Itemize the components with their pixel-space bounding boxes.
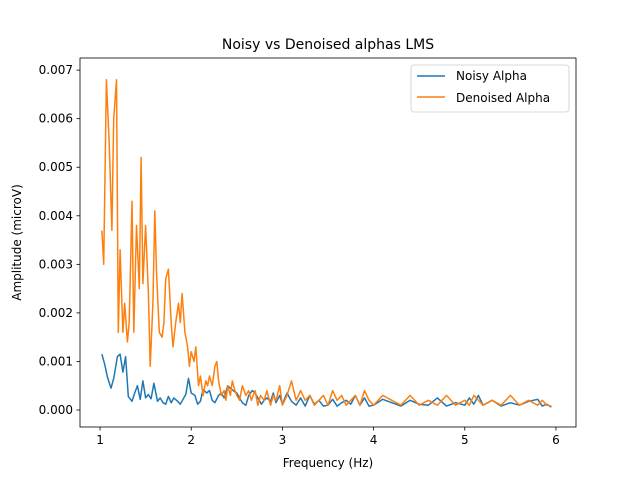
y-tick-label: 0.007	[39, 63, 73, 77]
x-tick-label: 2	[187, 433, 195, 447]
series-line-denoised-alpha	[101, 79, 552, 407]
plot-area	[101, 79, 552, 408]
chart-title: Noisy vs Denoised alphas LMS	[222, 37, 434, 53]
y-axis-ticks: 0.000 0.001 0.002 0.003 0.004 0.005 0.006 0.007	[39, 63, 80, 417]
x-tick-label: 6	[552, 433, 560, 447]
x-tick-label: 3	[279, 433, 287, 447]
y-tick-label: 0.002	[39, 306, 73, 320]
x-tick-label: 1	[96, 433, 104, 447]
axes-frame	[79, 57, 577, 428]
x-tick-label: 5	[461, 433, 469, 447]
x-axis-ticks: 1 2 3 4 5 6	[96, 427, 560, 447]
legend-label-noisy-alpha: Noisy Alpha	[456, 69, 527, 83]
legend: Noisy Alpha Denoised Alpha	[410, 64, 570, 113]
y-tick-label: 0.003	[39, 257, 73, 271]
y-axis-label: Amplitude (microV)	[10, 184, 24, 301]
legend-label-denoised-alpha: Denoised Alpha	[456, 91, 550, 105]
y-tick-label: 0.006	[39, 112, 73, 126]
x-tick-label: 4	[370, 433, 378, 447]
x-axis-label: Frequency (Hz)	[283, 456, 374, 470]
y-tick-label: 0.000	[39, 403, 73, 417]
legend-box	[410, 64, 570, 113]
y-tick-label: 0.004	[39, 209, 73, 223]
y-tick-label: 0.001	[39, 354, 73, 368]
y-tick-label: 0.005	[39, 160, 73, 174]
